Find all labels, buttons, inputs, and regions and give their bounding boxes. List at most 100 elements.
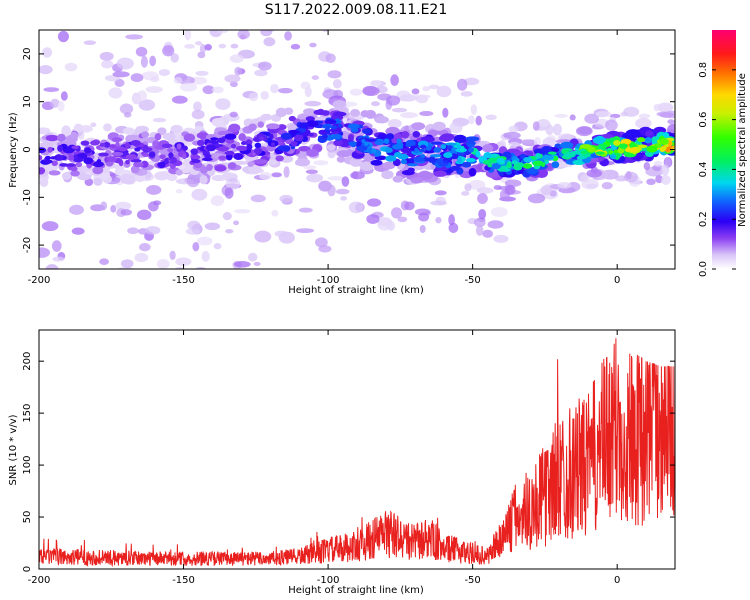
spectrogram-cell xyxy=(442,107,449,118)
spectrogram-cell xyxy=(508,125,519,134)
spectrogram-cell xyxy=(43,87,60,92)
spectrogram-cell xyxy=(117,147,128,152)
spectrogram-cell xyxy=(440,144,447,150)
spectrogram-cell xyxy=(659,146,666,153)
spectrogram-cell xyxy=(184,44,196,49)
spectrogram-cell xyxy=(179,82,198,92)
snr-y-ticks: 0 50 100 150 200 xyxy=(22,352,675,572)
spectrogram-cell xyxy=(663,110,675,119)
spectrogram-cell xyxy=(69,204,84,215)
spectrogram-cell xyxy=(350,109,361,117)
spectrogram-cell xyxy=(465,136,480,142)
spectrogram-cell xyxy=(290,141,298,147)
spectrogram-cell xyxy=(142,144,149,152)
snr-series-line xyxy=(39,338,675,568)
spectrogram-cell xyxy=(508,141,521,147)
spectrogram-cell xyxy=(625,171,632,180)
spectrogram-cell xyxy=(445,142,457,146)
spectrogram-cell xyxy=(199,43,207,54)
spectrogram-cell xyxy=(527,193,546,204)
spectrogram-cell xyxy=(250,194,266,203)
spectrogram-cell xyxy=(384,147,393,154)
spectrogram-cell xyxy=(325,126,330,131)
spectrogram-cell xyxy=(149,55,157,67)
spectrogram-cell xyxy=(238,133,247,142)
spectrogram-cell xyxy=(64,62,78,72)
spectrogram-cell xyxy=(318,245,332,253)
spectrogram-cell xyxy=(619,143,628,149)
spectrogram-cell xyxy=(204,43,212,51)
spectrogram-cell xyxy=(224,187,234,199)
spectrogram-cell xyxy=(136,209,152,221)
spectrogram-cell xyxy=(103,123,112,132)
spectrogram-cell xyxy=(396,90,411,102)
spectrogram-cell xyxy=(148,151,156,158)
spectrogram-cell xyxy=(39,127,51,135)
spectrogram-cell xyxy=(466,157,476,163)
colorbar-tick-label: 0.0 xyxy=(698,261,709,277)
spectrogram-cell xyxy=(643,162,651,171)
spectrogram-cell xyxy=(290,43,301,50)
x-tick-label: 0 xyxy=(614,275,620,286)
spectrogram-cell xyxy=(468,179,486,191)
spectrogram-cell xyxy=(260,113,273,121)
spectrogram-cell xyxy=(434,190,447,196)
spectrogram-cell xyxy=(595,151,605,155)
spectrogram-cell xyxy=(210,195,225,207)
spectrogram-cell xyxy=(271,172,282,178)
spectrogram-cell xyxy=(200,166,208,174)
spectrogram-cell xyxy=(305,116,315,122)
y-tick-label: 50 xyxy=(22,511,33,524)
spectrogram-cell xyxy=(108,87,123,99)
spectrogram-cell xyxy=(259,172,273,180)
spectrogram-cell xyxy=(430,200,447,206)
spectrogram-cell xyxy=(569,114,576,121)
spectrogram-cell xyxy=(303,108,316,116)
spectrogram-cell xyxy=(478,208,487,220)
spectrogram-cell xyxy=(411,88,420,95)
spectrogram-cell xyxy=(490,206,508,217)
spectrogram-cell xyxy=(194,41,203,46)
spectrogram-cell xyxy=(210,137,219,141)
spectrogram-cell xyxy=(192,242,200,252)
spectrogram-cell xyxy=(98,152,109,157)
spectrogram-cell xyxy=(218,155,227,161)
spectrogram-cell xyxy=(467,115,475,125)
spectrogram-cell xyxy=(130,159,142,163)
spectrogram-cell xyxy=(235,145,248,152)
spectrogram-cell xyxy=(57,30,69,43)
spectrogram-cell xyxy=(171,95,188,104)
spectrogram-cell xyxy=(493,234,509,243)
spectrogram-cell xyxy=(535,152,541,159)
spectrogram-cell xyxy=(448,214,455,226)
spectrogram-cell xyxy=(365,109,377,119)
spectrogram-cell xyxy=(653,103,661,112)
spectrogram-cell xyxy=(460,91,473,97)
spectrogram-cell xyxy=(283,166,290,178)
spectrogram-cell xyxy=(51,240,62,252)
spectrogram-cell xyxy=(275,107,287,118)
spectrogram-cell xyxy=(175,257,192,267)
spectrogram-cell xyxy=(185,227,201,235)
colorbar-gradient xyxy=(712,30,736,269)
spectrogram-cell xyxy=(152,117,167,123)
spectrogram-cell xyxy=(418,148,427,153)
spectrogram-cell xyxy=(303,165,317,170)
spectrogram-cell xyxy=(233,153,244,161)
spectrogram-cell xyxy=(337,123,343,128)
spectrogram-cell xyxy=(532,160,544,167)
spectrogram-cell xyxy=(145,86,163,93)
spectrogram-cell xyxy=(59,163,69,167)
spectrogram-cell xyxy=(169,250,176,260)
spectrogram-cell xyxy=(341,176,350,187)
spectrogram-cell xyxy=(266,123,280,130)
spectrogram-cell xyxy=(162,45,175,57)
spectrogram-cell xyxy=(392,175,404,183)
spectrogram-cell xyxy=(166,173,178,182)
spectrogram-cell xyxy=(575,125,593,137)
spectrogram-cell xyxy=(103,141,111,148)
spectrogram-cell xyxy=(247,252,258,262)
spectrogram-cell xyxy=(218,43,227,49)
spectrogram-cell xyxy=(332,133,342,140)
spectrogram-cell xyxy=(57,144,63,152)
